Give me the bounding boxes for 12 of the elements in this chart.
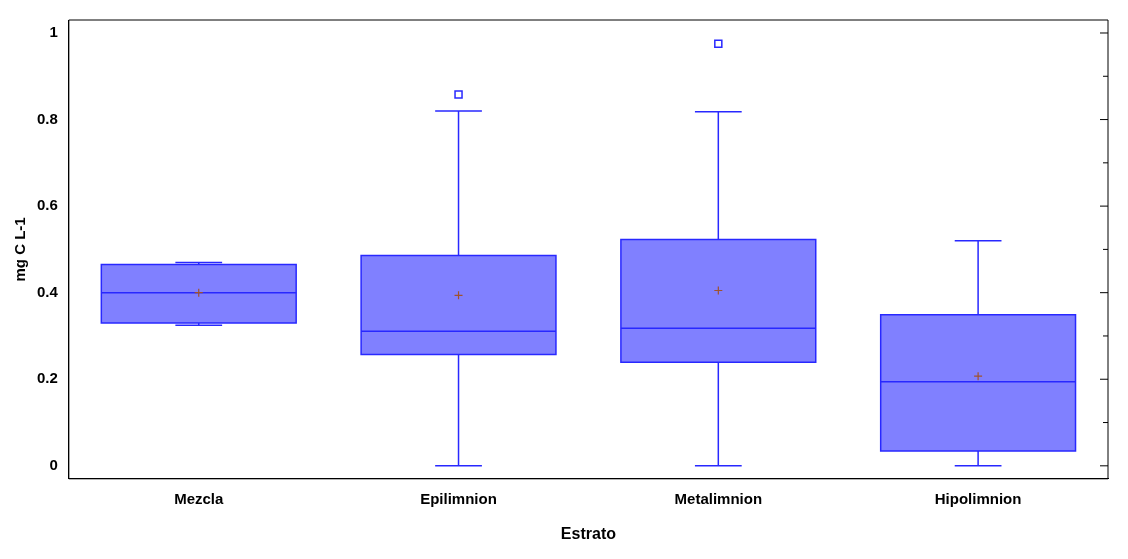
x-tick-label: Mezcla xyxy=(174,489,224,507)
x-tick-label: Metalimnion xyxy=(674,489,763,507)
x-tick-label: Hipolimnion xyxy=(934,489,1022,507)
x-tick-label: Epilimnion xyxy=(420,489,497,507)
y-axis-title: mg C L-1 xyxy=(11,217,29,282)
y-tick-label: 0 xyxy=(49,455,58,473)
x-axis-title: Estrato xyxy=(560,524,617,542)
y-tick-label: 0.8 xyxy=(36,109,58,127)
y-tick-label: 0.6 xyxy=(36,196,58,214)
y-tick-label: 0.4 xyxy=(36,282,59,300)
y-tick-label: 0.2 xyxy=(36,369,58,387)
y-tick-label: 1 xyxy=(49,23,58,41)
